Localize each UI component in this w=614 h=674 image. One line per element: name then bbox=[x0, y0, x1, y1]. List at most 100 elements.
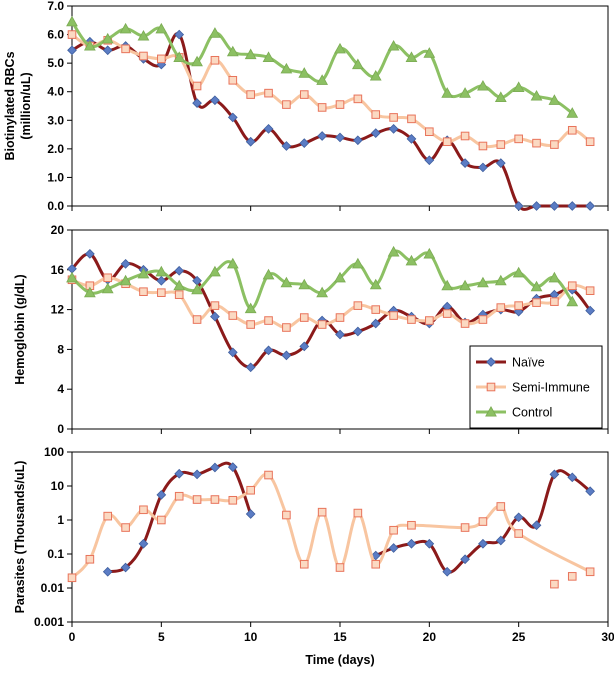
hemoglobin-point-control bbox=[244, 302, 257, 314]
hemoglobin-point-control bbox=[66, 271, 78, 283]
rbc-point-semi-immune bbox=[317, 103, 327, 112]
parasites-line-naive bbox=[106, 461, 253, 574]
rbc-point-naive bbox=[513, 201, 524, 211]
legend: Naïve Semi-Immune Control bbox=[469, 345, 603, 429]
hemoglobin-point-semi-immune bbox=[228, 311, 238, 320]
parasites-point-naive bbox=[478, 538, 488, 549]
hemoglobin-point-semi-immune bbox=[514, 301, 523, 310]
rbc-point-control bbox=[280, 62, 293, 74]
rbc-point-semi-immune bbox=[389, 113, 398, 122]
rbc-point-control bbox=[244, 48, 257, 60]
hemoglobin-ytick-label: 20 bbox=[51, 223, 65, 237]
rbc-point-naive bbox=[388, 123, 399, 134]
rbc-point-control bbox=[173, 51, 186, 62]
rbc-point-control bbox=[494, 91, 507, 102]
parasites-point-naive bbox=[192, 469, 202, 480]
rbc-ytick-label: 6.0 bbox=[47, 28, 64, 42]
parasites-point-naive bbox=[585, 486, 595, 497]
hemoglobin-point-control bbox=[566, 295, 579, 307]
hemoglobin-series-control bbox=[66, 245, 579, 314]
rbc-point-semi-immune bbox=[550, 140, 559, 149]
legend-label: Naïve bbox=[512, 356, 545, 370]
rbc-point-naive bbox=[335, 132, 345, 143]
rbc-point-naive bbox=[317, 131, 327, 141]
rbc-point-control bbox=[101, 32, 114, 44]
rbc-point-semi-immune bbox=[496, 140, 506, 149]
hemoglobin-point-semi-immune bbox=[478, 315, 488, 324]
rbc-point-control bbox=[423, 47, 436, 58]
parasites-point-semi-immune bbox=[174, 491, 184, 501]
hemoglobin-point-semi-immune bbox=[389, 311, 398, 320]
rbc-ytick-label: 1.0 bbox=[47, 170, 64, 184]
hemoglobin-point-semi-immune bbox=[139, 287, 148, 296]
rbc-point-semi-immune bbox=[264, 88, 273, 98]
rbc-point-semi-immune bbox=[567, 125, 577, 135]
hemoglobin-point-semi-immune bbox=[407, 315, 416, 324]
hemoglobin-point-control bbox=[83, 286, 96, 298]
hemoglobin-point-semi-immune bbox=[299, 313, 309, 322]
hemoglobin-point-control bbox=[387, 245, 400, 257]
parasites-point-naive bbox=[424, 538, 435, 549]
parasites-point-naive bbox=[460, 554, 470, 565]
x-tick-label: 15 bbox=[333, 630, 347, 644]
parasites-point-semi-immune bbox=[478, 517, 488, 526]
hemoglobin-ytick-label: 8 bbox=[57, 342, 64, 356]
rbc-point-control bbox=[405, 51, 418, 62]
rbc-point-naive bbox=[263, 123, 274, 134]
rbc-ytick-label: 5.0 bbox=[47, 56, 64, 70]
parasites-point-naive bbox=[567, 472, 578, 483]
rbc-point-naive bbox=[281, 141, 292, 151]
rbc-point-semi-immune bbox=[210, 55, 220, 65]
parasites-ytick-label: 0.01 bbox=[41, 581, 65, 595]
parasites-point-semi-immune bbox=[139, 505, 148, 515]
parasites-ytick-label: 1 bbox=[57, 513, 64, 527]
hemoglobin-series-semi-immune bbox=[67, 273, 595, 332]
hemoglobin-point-naive bbox=[156, 275, 167, 286]
parasites-point-semi-immune bbox=[585, 567, 595, 577]
rbc-point-naive bbox=[424, 155, 435, 166]
hemoglobin-point-semi-immune bbox=[174, 290, 184, 299]
axes-layer: 0.0 1.0 2.0 3.0 4.0 5.0 6.0 7.0 Biotinylated RBC… bbox=[3, 0, 614, 667]
hemoglobin-point-semi-immune bbox=[246, 320, 255, 329]
parasites-point-semi-immune bbox=[299, 559, 309, 569]
hemoglobin-point-semi-immune bbox=[210, 301, 220, 310]
hemoglobin-point-control bbox=[369, 278, 382, 290]
legend-label: Semi-Immune bbox=[512, 381, 590, 395]
parasites-point-semi-immune bbox=[192, 495, 202, 504]
rbc-point-control bbox=[530, 89, 543, 101]
hemoglobin-point-control bbox=[191, 283, 203, 295]
rbc-point-semi-immune bbox=[228, 75, 238, 85]
rbc-point-semi-immune bbox=[478, 141, 488, 151]
hemoglobin-point-control bbox=[226, 257, 239, 269]
parasites-ylabel: Parasites (Thousands/uL) bbox=[13, 461, 27, 614]
parasites-point-naive bbox=[120, 562, 131, 573]
parasites-point-semi-immune bbox=[335, 563, 345, 572]
x-tick-label: 0 bbox=[69, 630, 76, 644]
hemoglobin-point-control bbox=[477, 276, 489, 288]
legend-swatch-marker bbox=[486, 357, 496, 367]
hemoglobin-point-naive bbox=[299, 341, 310, 352]
parasites-point-naive bbox=[531, 520, 542, 531]
rbc-point-control bbox=[477, 79, 489, 91]
rbc-point-naive bbox=[353, 135, 363, 146]
hemoglobin-point-naive bbox=[335, 329, 345, 340]
parasites-point-semi-immune bbox=[407, 520, 416, 530]
hemoglobin-point-semi-immune bbox=[425, 316, 434, 325]
hemoglobin-point-naive bbox=[370, 318, 381, 329]
rbc-point-control bbox=[209, 27, 221, 38]
rbc-point-control bbox=[334, 42, 346, 54]
rbc-point-semi-immune bbox=[425, 127, 434, 137]
hemoglobin-point-naive bbox=[281, 350, 292, 361]
x-tick-label: 30 bbox=[601, 630, 614, 644]
hemoglobin-point-control bbox=[298, 278, 311, 290]
rbc-point-control bbox=[387, 39, 400, 51]
rbc-point-semi-immune bbox=[192, 81, 202, 91]
rbc-ytick-label: 2.0 bbox=[47, 142, 64, 156]
hemoglobin-point-semi-immune bbox=[157, 288, 166, 297]
hemoglobin-point-naive bbox=[85, 249, 95, 259]
hemoglobin-ytick-label: 16 bbox=[51, 263, 65, 277]
x-tick-label: 10 bbox=[244, 630, 258, 644]
parasites-point-naive bbox=[442, 566, 453, 577]
hemoglobin-point-naive bbox=[174, 265, 185, 276]
